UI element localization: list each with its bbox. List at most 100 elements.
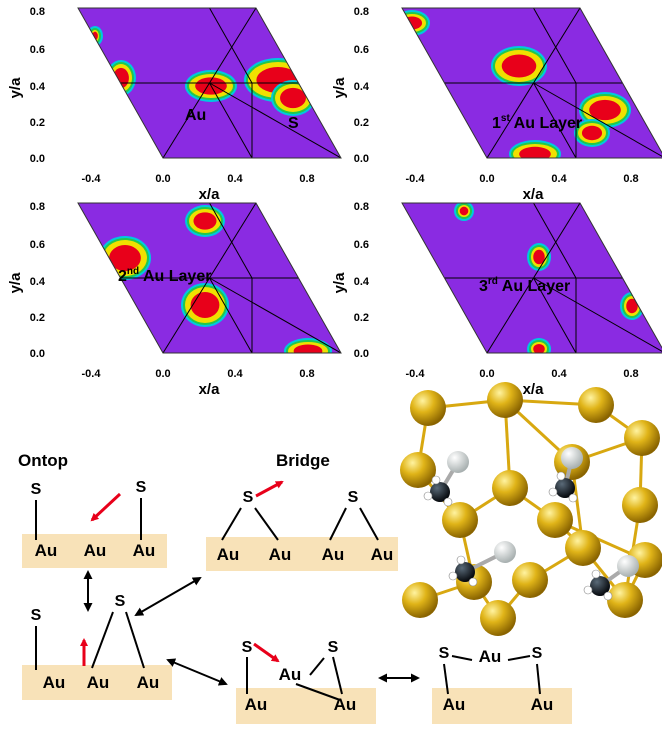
gold-atom (512, 562, 548, 598)
x-tick-label: -0.4 (82, 368, 102, 380)
annotation-layer: 3rd Au Layer (479, 276, 570, 295)
atom-s: S (136, 479, 147, 496)
density-hot (533, 249, 545, 265)
symmetry-line (533, 82, 577, 158)
density-hot (109, 245, 141, 271)
sulfur-atom (447, 451, 469, 473)
carbon-atom (455, 562, 475, 582)
atom-au: Au (133, 541, 156, 560)
symmetry-line (209, 277, 341, 353)
y-tick-label: 0.4 (30, 276, 46, 288)
density-hot (450, 316, 460, 326)
density-hot (402, 16, 423, 30)
chemical-bond (507, 655, 531, 661)
annotation-s: S (288, 115, 299, 132)
atom-au: Au (322, 545, 345, 564)
hydrogen-atom (423, 491, 433, 501)
cell-outline (77, 202, 342, 354)
y-axis-label: y/a (7, 272, 24, 294)
x-tick-label: 0.0 (155, 368, 170, 380)
chemical-bond (329, 507, 347, 541)
y-tick-label: 0.6 (30, 44, 45, 56)
cell-outline (77, 7, 342, 159)
hydrogen-atom (456, 555, 466, 565)
migration-arrow (253, 642, 280, 663)
sulfur-atom (494, 541, 516, 563)
atom-au: Au (279, 665, 302, 684)
x-tick-label: 0.4 (551, 173, 567, 185)
density-hot (533, 343, 545, 353)
carbon-atom (430, 482, 450, 502)
density-hot (626, 298, 638, 314)
mechanism-schematic: Ontop Bridge S S Au Au Au S Au Au S Au Au S S Au Au Au S… (18, 451, 572, 724)
x-axis-label: x/a (523, 381, 545, 398)
cell-outline (401, 202, 662, 354)
gold-atom (410, 390, 446, 426)
symmetry-line (209, 203, 253, 279)
gold-atom (607, 582, 643, 618)
symmetry-line (209, 277, 253, 353)
density-hot (459, 206, 469, 216)
chemical-bond (221, 507, 242, 541)
hydrogen-atom (603, 591, 613, 601)
density-hot (293, 344, 323, 353)
y-tick-label: 0.2 (354, 312, 369, 324)
atom-au: Au (84, 541, 107, 560)
atom-au: Au (35, 541, 58, 560)
atom-au: Au (531, 695, 554, 714)
atom-s: S (31, 481, 42, 498)
cell-outline (401, 7, 662, 159)
x-tick-label: 0.4 (227, 173, 243, 185)
molecular-render (398, 382, 662, 636)
ontop-title: Ontop (18, 451, 68, 470)
gold-atom (578, 387, 614, 423)
y-axis-label: y/a (331, 77, 348, 99)
hydrogen-atom (448, 571, 458, 581)
density-hot (92, 31, 98, 41)
x-tick-label: -0.4 (406, 368, 426, 380)
density-hot (280, 87, 306, 109)
density-panel-2: -0.4 0.0 0.4 0.8 0.8 0.6 0.4 0.2 0.0 x/a y/a 1st Au… (331, 6, 662, 203)
atom-au: Au (269, 545, 292, 564)
y-tick-label: 0.0 (30, 153, 45, 165)
density-cool (445, 311, 465, 331)
atom-au: Au (137, 673, 160, 692)
x-tick-label: 0.8 (623, 173, 638, 185)
atom-au: Au (334, 695, 357, 714)
chemical-bond (359, 507, 379, 541)
substrate-slab (236, 688, 376, 724)
y-tick-label: 0.8 (30, 6, 45, 18)
atom-s: S (348, 489, 359, 506)
gold-atom (624, 420, 660, 456)
hydrogen-atom (443, 497, 453, 507)
y-tick-label: 0.6 (30, 239, 45, 251)
y-tick-label: 0.8 (30, 201, 45, 213)
hydrogen-atom (468, 577, 478, 587)
chemical-bond (451, 655, 473, 661)
gold-atom (492, 470, 528, 506)
x-tick-label: 0.4 (551, 368, 567, 380)
substrate-slab (432, 688, 572, 724)
hydrogen-atom (583, 585, 593, 595)
symmetry-line (533, 277, 577, 353)
symmetry-line (533, 203, 577, 279)
symmetry-line (533, 82, 662, 158)
atom-s: S (532, 645, 543, 662)
atom-s: S (243, 489, 254, 506)
atom-s: S (328, 639, 339, 656)
y-tick-label: 0.8 (354, 6, 369, 18)
y-tick-label: 0.0 (354, 153, 369, 165)
gold-atom (622, 487, 658, 523)
hydrogen-atom (431, 475, 441, 485)
density-panel-3: -0.4 0.0 0.4 0.8 0.8 0.6 0.4 0.2 0.0 x/a y/a 2nd Au… (7, 201, 342, 398)
gold-atom (565, 530, 601, 566)
atom-s: S (31, 607, 42, 624)
chemical-bond (125, 611, 145, 669)
annotation-layer: 2nd Au Layer (118, 266, 211, 285)
substrate-slab (22, 665, 172, 700)
x-tick-label: -0.4 (406, 173, 426, 185)
chemical-bond (295, 683, 341, 701)
gold-atom (480, 600, 516, 636)
hydrogen-atom (548, 487, 558, 497)
density-panel-4: -0.4 0.0 0.4 0.8 0.8 0.6 0.4 0.2 0.0 x/a y/a 3rd Au… (331, 201, 662, 398)
